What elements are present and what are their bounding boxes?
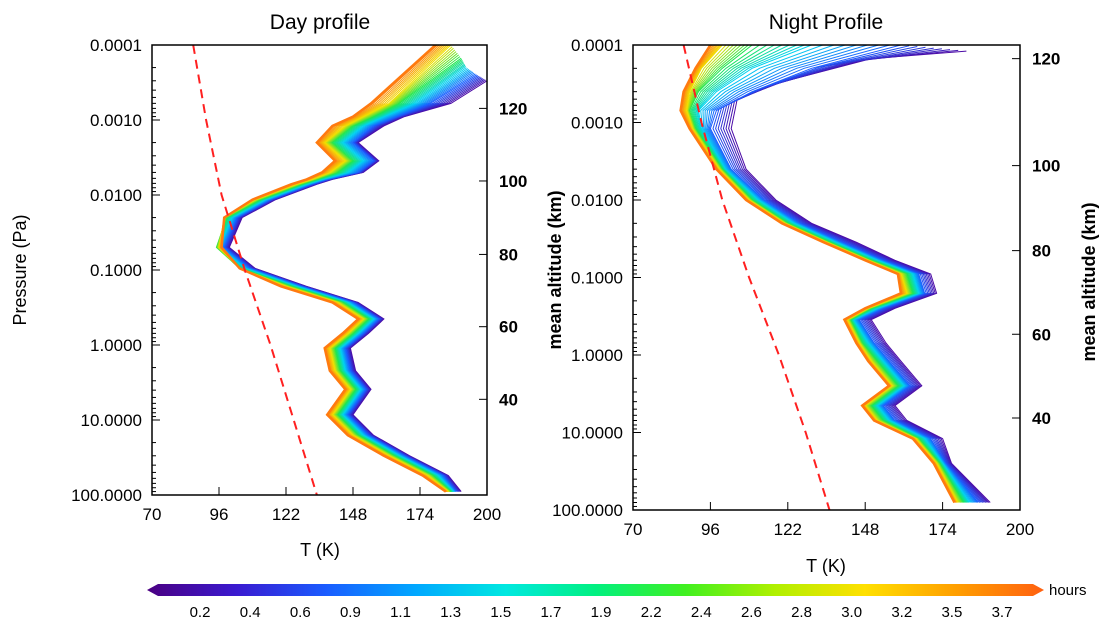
night-profile-panel: Night Profile 70 96 122 148 174 200 0.0001 0.00…: [552, 11, 1099, 576]
day-reference-curve: [192, 44, 318, 496]
night-y2-tick-label: 40: [1032, 409, 1051, 428]
night-profile-line: [696, 45, 970, 503]
day-y-tick-label: 0.0100: [90, 186, 142, 205]
day-x-axis-label: T (K): [300, 540, 340, 560]
night-profile-line: [694, 45, 968, 503]
day-x-tick-label: 122: [272, 505, 300, 524]
colorbar-tick-label: 1.9: [591, 604, 612, 621]
night-y2-tick-label: 100: [1032, 157, 1060, 176]
day-x-tick-label: 174: [406, 505, 434, 524]
day-y-tick-label: 100.0000: [71, 486, 142, 505]
colorbar-tick-label: 0.9: [340, 604, 361, 621]
night-profile-line: [707, 45, 977, 503]
day-x-tick-label: 200: [473, 505, 501, 524]
night-x-axis-label: T (K): [806, 556, 846, 576]
day-x-tick-label: 96: [210, 505, 229, 524]
night-profile-line: [705, 45, 975, 503]
night-y-tick-label: 0.1000: [571, 269, 623, 288]
day-y2-tick-label: 80: [499, 245, 518, 264]
day-profile-title: Day profile: [270, 11, 370, 34]
night-axis-ticks: 70 96 122 148 174 200 0.0001 0.0010 0.0100 0.1000…: [552, 36, 1060, 539]
night-profile-line: [720, 47, 985, 503]
colorbar-tick-label: 3.0: [841, 604, 862, 621]
day-axis-ticks: 70 96 122 148 174 200 0.0001 0.0010 0.0100 0.1000…: [71, 36, 527, 524]
colorbar-tick-label: 0.2: [190, 604, 211, 621]
day-x-tick-label: 148: [339, 505, 367, 524]
colorbar-tick-label: 1.7: [540, 604, 561, 621]
night-profile-line: [690, 45, 965, 503]
day-y2-tick-label: 100: [499, 172, 527, 191]
colorbar-tick-label: 2.8: [791, 604, 812, 621]
day-y-tick-label: 10.0000: [81, 411, 142, 430]
night-x-tick-label: 70: [624, 520, 643, 539]
day-y2-tick-label: 120: [499, 99, 527, 118]
night-reference-curve: [682, 44, 831, 511]
night-y-tick-label: 100.0000: [552, 501, 623, 520]
night-x-tick-label: 148: [851, 520, 879, 539]
day-y2-axis-label: mean altitude (km): [545, 190, 565, 349]
night-y-tick-label: 0.0010: [571, 114, 623, 133]
night-x-tick-label: 96: [701, 520, 720, 539]
night-y2-tick-label: 80: [1032, 242, 1051, 261]
colorbar-bar: [147, 584, 1044, 596]
night-y-tick-label: 0.0001: [571, 36, 623, 55]
day-y-tick-label: 1.0000: [90, 336, 142, 355]
night-profile-line: [709, 45, 979, 503]
night-y2-tick-label: 60: [1032, 325, 1051, 344]
night-y-tick-label: 10.0000: [562, 424, 623, 443]
night-x-tick-label: 122: [774, 520, 802, 539]
night-profile-line-final: [679, 45, 956, 504]
day-y-axis-label: Pressure (Pa): [10, 214, 30, 325]
night-profile-line: [722, 48, 987, 503]
night-y2-tick-label: 120: [1032, 50, 1060, 69]
day-plot-frame: [151, 44, 488, 496]
day-x-tick-label: 70: [143, 505, 162, 524]
night-x-tick-label: 174: [928, 520, 956, 539]
colorbar-tick-label: 3.5: [941, 604, 962, 621]
night-profile-line: [715, 46, 982, 503]
day-y2-tick-label: 40: [499, 390, 518, 409]
day-profile-line-final: [220, 45, 447, 493]
night-profile-line: [692, 45, 967, 503]
colorbar-tick-label: 1.1: [390, 604, 411, 621]
day-series-layer: [215, 45, 487, 493]
day-y-tick-label: 0.0001: [90, 36, 142, 55]
night-profile-line: [691, 45, 966, 503]
colorbar-label: hours: [1049, 582, 1087, 599]
colorbar-tick-label: 2.4: [691, 604, 712, 621]
day-y-tick-label: 0.1000: [90, 261, 142, 280]
day-y2-tick-label: 60: [499, 318, 518, 337]
night-profile-line: [728, 49, 990, 503]
colorbar-ticks: 0.2 0.4 0.6 0.9 1.1 1.3 1.5 1.7 1.9 2.2 2.4 2.6 2.8 3…: [190, 604, 1013, 621]
colorbar: 0.2 0.4 0.6 0.9 1.1 1.3 1.5 1.7 1.9 2.2 2.4 2.6 2.8 3…: [147, 582, 1087, 621]
day-y-tick-label: 0.0010: [90, 111, 142, 130]
colorbar-tick-label: 2.2: [641, 604, 662, 621]
colorbar-tick-label: 2.6: [741, 604, 762, 621]
colorbar-tick-label: 1.5: [490, 604, 511, 621]
night-profile-line: [695, 45, 969, 503]
night-profile-line: [725, 49, 988, 503]
night-profile-title: Night Profile: [769, 11, 883, 34]
night-y2-axis-label: mean altitude (km): [1079, 202, 1099, 361]
night-profile-line: [708, 45, 978, 503]
night-profile-line: [712, 45, 981, 503]
colorbar-tick-label: 3.2: [891, 604, 912, 621]
night-y-tick-label: 0.0100: [571, 191, 623, 210]
night-profile-line: [706, 45, 976, 503]
colorbar-tick-label: 0.6: [290, 604, 311, 621]
day-profile-panel: Day profile 70 96 122 148 174 200 0.0001 0.0010…: [10, 11, 565, 560]
colorbar-tick-label: 1.3: [440, 604, 461, 621]
night-profile-line: [730, 50, 991, 503]
night-y-tick-label: 1.0000: [571, 346, 623, 365]
colorbar-tick-label: 0.4: [240, 604, 261, 621]
night-series-layer: [679, 45, 991, 504]
night-profile-line: [704, 45, 974, 503]
night-profile-line: [702, 45, 973, 503]
colorbar-tick-label: 3.7: [992, 604, 1013, 621]
night-x-tick-label: 200: [1006, 520, 1034, 539]
night-profile-line: [717, 46, 984, 503]
night-profile-line: [693, 45, 967, 503]
